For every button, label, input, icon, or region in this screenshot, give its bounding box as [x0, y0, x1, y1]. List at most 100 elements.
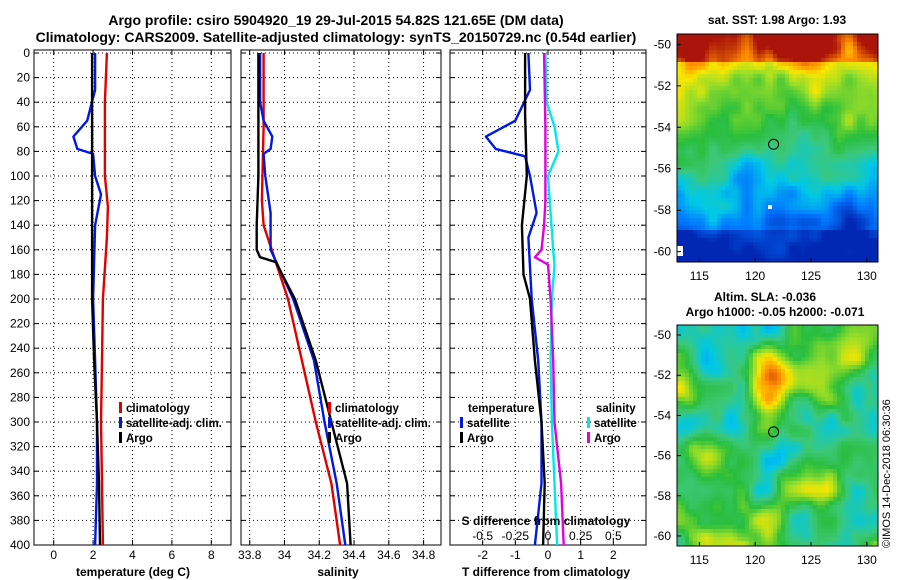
map-pixel: [769, 238, 774, 243]
map-pixel: [685, 70, 690, 75]
map-pixel: [793, 405, 798, 410]
map-pixel: [693, 106, 698, 111]
map-pixel: [737, 146, 742, 151]
map-pixel: [737, 78, 742, 83]
map-pixel: [781, 90, 786, 95]
map-pixel: [849, 381, 854, 386]
map-pixel: [697, 78, 702, 83]
map-pixel: [681, 325, 686, 330]
map-pixel: [681, 50, 686, 55]
map-pixel: [693, 162, 698, 167]
map-pixel: [693, 126, 698, 131]
map-pixel: [737, 329, 742, 334]
map-pixel: [677, 62, 682, 67]
map-pixel: [841, 369, 846, 374]
map-pixel: [717, 377, 722, 382]
map-pixel: [697, 198, 702, 203]
map-pixel: [685, 90, 690, 95]
map-pixel: [797, 365, 802, 370]
map-pixel: [685, 325, 690, 330]
map-pixel: [713, 82, 718, 87]
map-pixel: [789, 349, 794, 354]
map-pixel: [677, 421, 682, 426]
map-pixel: [873, 202, 878, 207]
map-pixel: [677, 210, 682, 215]
map-pixel: [713, 58, 718, 63]
map-pixel: [769, 118, 774, 123]
map-pixel: [741, 158, 746, 163]
map-pixel: [737, 409, 742, 414]
map-pixel: [725, 70, 730, 75]
map-pixel: [793, 381, 798, 386]
map-pixel: [693, 154, 698, 159]
map-pixel: [685, 457, 690, 462]
map-pixel: [741, 258, 746, 262]
map-pixel: [701, 142, 706, 147]
map-pixel: [853, 429, 858, 434]
map-pixel: [805, 198, 810, 203]
map-pixel: [757, 42, 762, 47]
map-pixel: [813, 417, 818, 422]
map-pixel: [749, 242, 754, 247]
map-pixel: [857, 150, 862, 155]
map-pixel: [709, 425, 714, 430]
map-pixel: [809, 106, 814, 111]
map-pixel: [805, 62, 810, 67]
map-pixel: [873, 421, 878, 426]
map-pixel: [845, 361, 850, 366]
map-pixel: [681, 429, 686, 434]
map-pixel: [805, 429, 810, 434]
map-pixel: [825, 138, 830, 143]
map-pixel: [797, 122, 802, 127]
map-pixel: [841, 421, 846, 426]
map-pixel: [785, 425, 790, 430]
map-pixel: [785, 50, 790, 55]
map-pixel: [773, 325, 778, 330]
map-pixel: [761, 38, 766, 43]
map-pixel: [853, 413, 858, 418]
map-pixel: [849, 38, 854, 43]
map-pixel: [733, 94, 738, 99]
map-pixel: [713, 405, 718, 410]
map-pixel: [837, 246, 842, 251]
map-pixel: [697, 457, 702, 462]
map-pixel: [821, 349, 826, 354]
map-pixel: [717, 46, 722, 51]
map-pixel: [777, 130, 782, 135]
map-x-tick-label: 125: [801, 269, 821, 283]
map-pixel: [717, 226, 722, 231]
map-pixel: [725, 94, 730, 99]
map-pixel: [761, 413, 766, 418]
map-pixel: [797, 449, 802, 454]
map-pixel: [833, 74, 838, 79]
map-pixel: [853, 393, 858, 398]
map-pixel: [753, 186, 758, 191]
map-pixel: [777, 206, 782, 211]
map-pixel: [873, 162, 878, 167]
map-pixel: [853, 242, 858, 247]
map-pixel: [853, 106, 858, 111]
map-pixel: [757, 202, 762, 207]
map-pixel: [789, 357, 794, 362]
map-pixel: [845, 78, 850, 83]
x-tick-label: -2: [477, 548, 488, 562]
map-pixel: [689, 194, 694, 199]
map-pixel: [865, 102, 870, 107]
map-pixel: [709, 230, 714, 235]
map-pixel: [677, 457, 682, 462]
map-pixel: [785, 349, 790, 354]
map-pixel: [697, 38, 702, 43]
map-pixel: [709, 102, 714, 107]
y-tick-label: 60: [17, 120, 31, 134]
map-pixel: [709, 166, 714, 171]
map-pixel: [865, 74, 870, 79]
map-pixel: [781, 202, 786, 207]
map-pixel: [717, 254, 722, 259]
map-pixel: [849, 134, 854, 139]
map-pixel: [817, 365, 822, 370]
map-pixel: [865, 198, 870, 203]
map-pixel: [845, 170, 850, 175]
map-pixel: [769, 250, 774, 255]
map-pixel: [813, 210, 818, 215]
map-pixel: [749, 385, 754, 390]
